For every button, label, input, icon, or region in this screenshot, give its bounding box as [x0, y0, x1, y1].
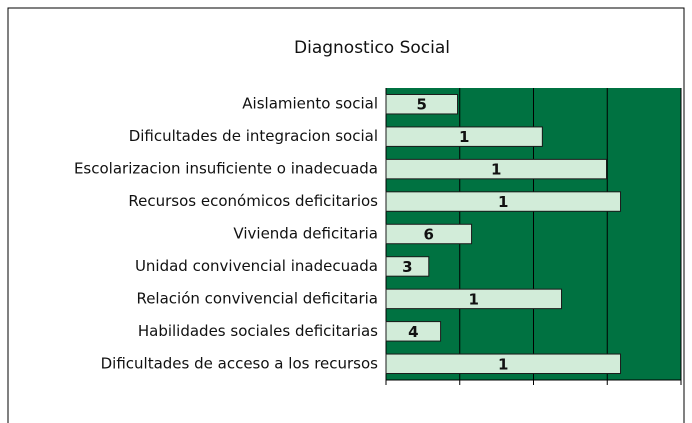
bar: [385, 353, 622, 375]
bar: [385, 223, 473, 245]
y-tick-label: Dificultades de integracion social: [129, 127, 378, 145]
data-label: 4: [408, 323, 418, 341]
data-label: 1: [491, 161, 501, 179]
data-label: 5: [417, 96, 427, 114]
bar: [385, 288, 563, 310]
bar: [385, 126, 543, 147]
y-tick-label: Escolarizacion insuficiente o inadecuada: [74, 160, 378, 178]
y-tick-label: Habilidades sociales deficitarias: [138, 322, 378, 340]
y-tick-label: Aislamiento social: [242, 95, 378, 113]
data-label: 1: [498, 355, 508, 373]
bar: [385, 321, 442, 342]
y-tick-label: Dificultades de acceso a los recursos: [101, 354, 379, 372]
bar: [385, 256, 430, 277]
y-tick-label: Unidad convivencial inadecuada: [135, 257, 378, 275]
data-label: 3: [402, 258, 412, 276]
chart-title: Diagnostico Social: [294, 38, 450, 58]
bar: [385, 93, 459, 115]
data-label: 1: [459, 128, 469, 146]
data-label: 1: [498, 193, 508, 211]
bar: [385, 158, 608, 180]
bar: [385, 191, 622, 212]
y-tick-label: Vivienda deficitaria: [233, 225, 378, 243]
y-tick-label: Recursos económicos deficitarios: [128, 192, 378, 210]
chart-frame: [7, 7, 685, 423]
data-label: 1: [469, 290, 479, 308]
y-tick-label: Relación convivencial deficitaria: [136, 289, 378, 307]
data-label: 6: [424, 226, 434, 244]
